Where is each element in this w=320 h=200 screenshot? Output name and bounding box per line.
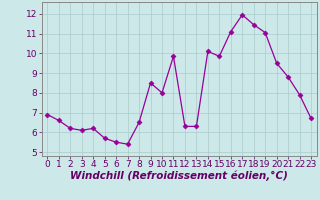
X-axis label: Windchill (Refroidissement éolien,°C): Windchill (Refroidissement éolien,°C) [70, 171, 288, 181]
